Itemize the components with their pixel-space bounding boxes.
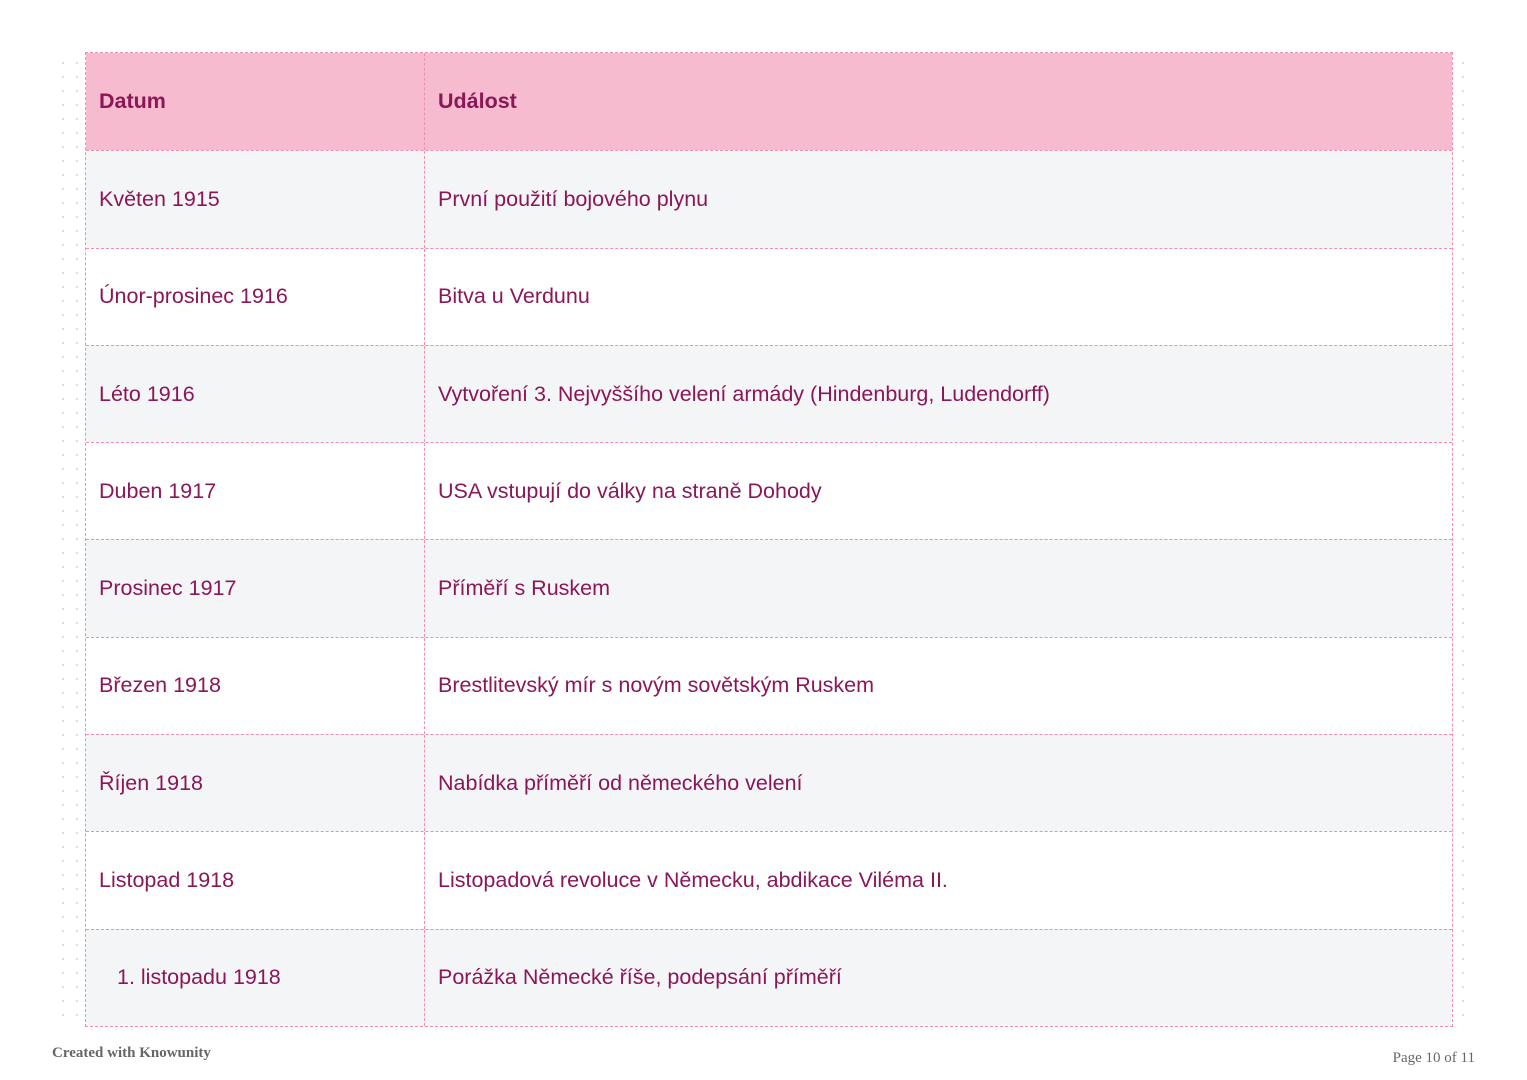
date-cell: Léto 1916: [86, 345, 425, 443]
header-event: Událost: [438, 89, 517, 114]
event-cell: Nabídka příměří od německého velení: [438, 770, 803, 795]
table-row: Duben 1917 USA vstupují do války na stran…: [86, 442, 1452, 540]
date-cell: Únor-prosinec 1916: [86, 248, 425, 345]
table-row: Říjen 1918 Nabídka příměří od německého v…: [86, 734, 1452, 832]
table-row: Listopad 1918 Listopadová revoluce v Něme…: [86, 831, 1452, 929]
event-cell: První použití bojového plynu: [438, 186, 709, 211]
footer-credit: Created with Knowunity: [52, 1045, 211, 1061]
events-table: Datum Událost Květen 1915 První použití b…: [85, 52, 1453, 1027]
header-date: Datum: [86, 53, 425, 151]
table-row: Léto 1916 Vytvoření 3. Nejvyššího velení …: [86, 344, 1452, 443]
table-row: Prosinec 1917 Příměří s Ruskem: [86, 539, 1452, 637]
table-row: 1. listopadu 1918 Porážka Německé říše, p…: [86, 928, 1452, 1026]
table-header-row: Datum Událost: [86, 53, 1452, 151]
table-row: Únor-prosinec 1916 Bitva u Verdunu: [86, 247, 1452, 345]
date-cell: Listopad 1918: [86, 832, 425, 929]
event-cell: Porážka Německé říše, podepsání příměří: [438, 965, 842, 990]
event-cell: Příměří s Ruskem: [438, 576, 611, 601]
page-number: Page 10 of 11: [1392, 1050, 1475, 1066]
date-cell: Prosinec 1917: [86, 540, 425, 637]
date-cell: Duben 1917: [86, 443, 425, 540]
date-cell: Březen 1918: [86, 637, 425, 735]
table-row: Březen 1918 Brestlitevský mír s novým sov…: [86, 636, 1452, 735]
event-cell: Brestlitevský mír s novým sovětským Rusk…: [438, 673, 875, 698]
event-cell: Bitva u Verdunu: [438, 284, 590, 309]
event-cell: Listopadová revoluce v Německu, abdikace…: [438, 868, 948, 893]
date-cell: Květen 1915: [86, 151, 425, 248]
date-cell: 1. listopadu 1918: [86, 929, 425, 1026]
date-cell: Říjen 1918: [86, 735, 425, 832]
event-cell: USA vstupují do války na straně Dohody: [438, 478, 822, 503]
event-cell: Vytvoření 3. Nejvyššího velení armády (H…: [438, 381, 1050, 406]
table-row: Květen 1915 První použití bojového plynu: [86, 150, 1452, 248]
